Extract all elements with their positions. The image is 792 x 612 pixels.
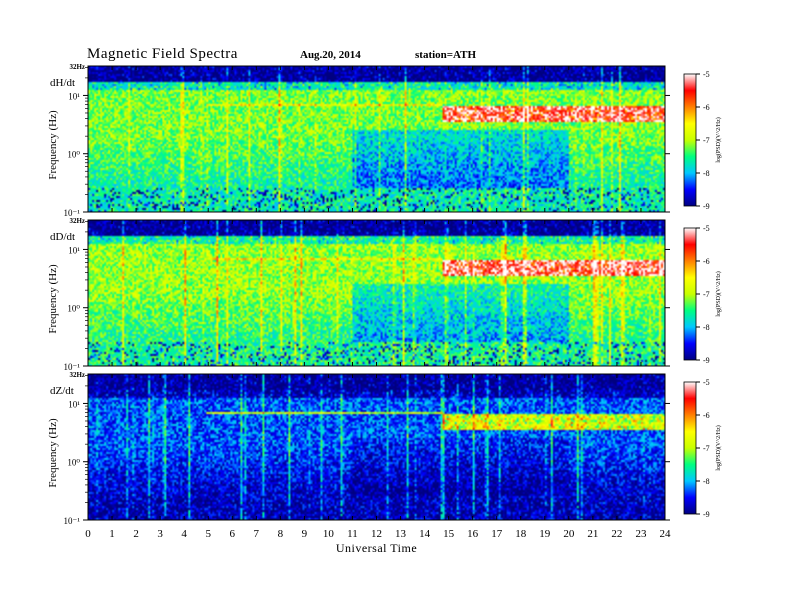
x-tick-label: 21 — [587, 528, 598, 540]
colorbar — [683, 227, 697, 361]
date-label: Aug.20, 2014 — [300, 49, 361, 61]
x-tick-label: 4 — [181, 528, 187, 540]
x-tick-label: 1 — [109, 528, 115, 540]
y-top-label: 32Hz — [69, 63, 85, 71]
y-tick-label: 10¹ — [68, 91, 80, 101]
colorbar-tick-label: -6 — [703, 103, 710, 112]
y-top-label: 32Hz — [69, 217, 85, 225]
panel-component-label: dD/dt — [50, 231, 75, 243]
x-tick-label: 20 — [563, 528, 575, 540]
panel-component-label: dZ/dt — [50, 385, 74, 397]
x-axis: 0 1 2 3 4 5 6 7 8 9 10 11 12 13 14 15 16 17 18 19 20 21 22 23 24… — [85, 528, 671, 555]
chart-title: Magnetic Field Spectra — [87, 46, 238, 62]
x-tick-label: 12 — [371, 528, 382, 540]
x-tick-label: 17 — [491, 528, 503, 540]
x-tick-label: 23 — [635, 528, 647, 540]
spectrogram-panel-dZ-dt: 10¹ 10⁰ 10⁻¹ 32Hz dZ/dt Frequency (Hz) -5 -6 -7 -… — [47, 371, 722, 526]
colorbar-tick-label: -9 — [703, 510, 710, 519]
x-tick-label: 22 — [611, 528, 622, 540]
x-tick-label: 19 — [539, 528, 551, 540]
y-axis-label: Frequency (Hz) — [47, 264, 59, 334]
station-label: station=ATH — [415, 49, 477, 61]
x-tick-label: 16 — [467, 528, 479, 540]
spectrogram-panel-dD-dt: 10¹ 10⁰ 10⁻¹ 32Hz dD/dt Frequency (Hz) -5 -6 -7 -… — [47, 217, 722, 372]
spectrogram-image — [88, 374, 665, 520]
x-tick-label: 6 — [230, 528, 236, 540]
y-tick-label: 10¹ — [68, 399, 80, 409]
colorbar-tick-label: -6 — [703, 411, 710, 420]
colorbar-label: log(PSD)(V^2/Hz) — [715, 425, 722, 470]
y-axis-label: Frequency (Hz) — [47, 110, 59, 180]
colorbar-tick-label: -5 — [703, 224, 710, 233]
y-tick-label: 10⁰ — [67, 458, 80, 468]
y-axis-label: Frequency (Hz) — [47, 418, 59, 488]
colorbar-tick-label: -8 — [703, 323, 710, 332]
x-tick-label: 7 — [254, 528, 260, 540]
colorbar-tick-label: -5 — [703, 70, 710, 79]
x-tick-label: 11 — [347, 528, 358, 540]
colorbar-tick-label: -6 — [703, 257, 710, 266]
x-tick-label: 5 — [205, 528, 211, 540]
x-tick-label: 2 — [133, 528, 139, 540]
x-tick-label: 8 — [278, 528, 284, 540]
colorbar-tick-label: -7 — [703, 136, 710, 145]
colorbar-label: log(PSD)(V^2/Hz) — [715, 271, 722, 316]
colorbar-tick-label: -5 — [703, 378, 710, 387]
x-tick-label: 0 — [85, 528, 91, 540]
spectrogram-panel-dH-dt: 10¹ 10⁰ 10⁻¹ 32Hz dH/dt Frequency (Hz) -5 -6 -7 -… — [47, 63, 722, 218]
colorbar-tick-label: -7 — [703, 444, 710, 453]
colorbar-tick-label: -9 — [703, 356, 710, 365]
y-tick-label: 10¹ — [68, 245, 80, 255]
x-tick-label: 15 — [443, 528, 455, 540]
panel-component-label: dH/dt — [50, 77, 75, 89]
x-tick-label: 10 — [323, 528, 335, 540]
x-axis-label: Universal Time — [336, 541, 417, 555]
colorbar — [683, 73, 697, 207]
colorbar-tick-label: -8 — [703, 169, 710, 178]
spectrogram-image — [88, 66, 665, 212]
x-tick-label: 13 — [395, 528, 407, 540]
y-tick-label: 10⁰ — [67, 304, 80, 314]
colorbar-tick-label: -7 — [703, 290, 710, 299]
y-tick-label: 10⁻¹ — [64, 362, 81, 372]
x-tick-label: 9 — [302, 528, 308, 540]
x-tick-label: 3 — [157, 528, 163, 540]
colorbar-tick-label: -9 — [703, 202, 710, 211]
spectrogram-image — [88, 220, 665, 366]
x-tick-label: 14 — [419, 528, 431, 540]
x-tick-label: 18 — [515, 528, 527, 540]
y-tick-label: 10⁻¹ — [64, 208, 81, 218]
y-top-label: 32Hz — [69, 371, 85, 379]
x-tick-label: 24 — [660, 528, 672, 540]
colorbar-tick-label: -8 — [703, 477, 710, 486]
y-tick-label: 10⁻¹ — [64, 516, 81, 526]
colorbar — [683, 381, 697, 515]
colorbar-label: log(PSD)(V^2/Hz) — [715, 117, 722, 162]
y-tick-label: 10⁰ — [67, 150, 80, 160]
